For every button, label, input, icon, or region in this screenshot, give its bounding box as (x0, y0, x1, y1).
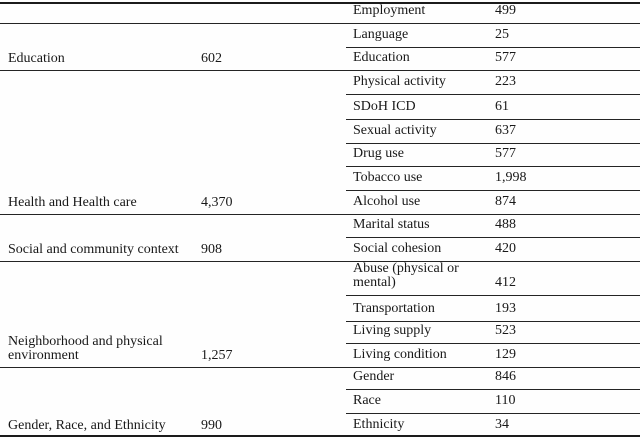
subcategory-row: Language 25 (346, 24, 640, 48)
category-count: 990 (201, 418, 222, 434)
category-label: Neighborhood and physical environment (8, 333, 163, 364)
category-cell: Gender, Race, and Ethnicity 990 (0, 368, 346, 437)
subcategory-row: Sexual activity 637 (346, 120, 640, 144)
subcategory-row: Living supply 523 (346, 322, 640, 344)
subcategory-count: 577 (495, 50, 516, 66)
subcategory-count: 61 (495, 99, 509, 115)
category-count: 4,370 (201, 195, 233, 211)
category-count: 1,257 (201, 348, 233, 364)
subcategory-label: Living condition (353, 347, 447, 363)
subcategory-label: Alcohol use (353, 194, 421, 210)
subcategory-count: 34 (495, 417, 509, 433)
subcategory-count: 420 (495, 241, 516, 257)
table-bottom-rule (0, 435, 640, 437)
subcategory-label: Ethnicity (353, 417, 405, 433)
subcategory-row: Living condition 129 (346, 344, 640, 368)
subcategory-count: 637 (495, 123, 516, 139)
category-count: 602 (201, 51, 222, 67)
subcategory-count: 25 (495, 27, 509, 43)
subcategory-row: Education 577 (346, 48, 640, 71)
category-label: Social and community context (8, 242, 179, 258)
subcategory-count: 412 (495, 275, 516, 291)
subcategory-row: Drug use 577 (346, 144, 640, 167)
subcategory-count: 523 (495, 323, 516, 339)
subcategory-label: Language (353, 27, 409, 43)
subcategory-row: Race 110 (346, 390, 640, 414)
category-cell: Social and community context 908 (0, 215, 346, 262)
category-label: Education (8, 51, 65, 67)
subcategory-label: Employment (353, 3, 426, 19)
subcategory-row: Employment 499 (346, 4, 640, 24)
subcategory-count: 1,998 (495, 170, 527, 186)
subcategory-label: Education (353, 50, 410, 66)
subcategory-count: 577 (495, 146, 516, 162)
subcategory-label: Living supply (353, 323, 432, 339)
subcategory-label: Marital status (353, 217, 430, 233)
subcategory-column: Employment 499 Language 25 Education 577 Physi… (346, 4, 640, 437)
subcategory-row: Social cohesion 420 (346, 238, 640, 262)
subcategory-row: Abuse (physical or mental) 412 (346, 260, 640, 296)
subcategory-row: Alcohol use 874 (346, 191, 640, 215)
subcategory-label: Tobacco use (353, 170, 423, 186)
subcategory-label: Social cohesion (353, 241, 442, 257)
subcategory-label: SDoH ICD (353, 99, 416, 115)
subcategory-count: 874 (495, 194, 516, 210)
subcategory-row: Physical activity 223 (346, 71, 640, 95)
subcategory-label: Abuse (physical or mental) (353, 260, 459, 291)
subcategory-count: 488 (495, 217, 516, 233)
category-label: Health and Health care (8, 195, 137, 211)
subcategory-row: Ethnicity 34 (346, 414, 640, 437)
subcategory-label: Race (353, 393, 381, 409)
subcategory-row: Marital status 488 (346, 215, 640, 238)
category-column: Education 602 Health and Health care 4,370 S… (0, 4, 346, 437)
subcategory-count: 193 (495, 301, 516, 317)
category-cell: Neighborhood and physical environment 1,2… (0, 262, 346, 368)
subcategory-row: SDoH ICD 61 (346, 95, 640, 120)
subcategory-row: Tobacco use 1,998 (346, 167, 640, 191)
subcategory-count: 129 (495, 347, 516, 363)
subcategory-count: 223 (495, 74, 516, 90)
subcategory-label: Sexual activity (353, 123, 437, 139)
category-cell: Health and Health care 4,370 (0, 71, 346, 215)
subcategory-label: Transportation (353, 301, 435, 317)
category-cell: Education 602 (0, 24, 346, 71)
category-count: 908 (201, 242, 222, 258)
subcategory-count: 499 (495, 3, 516, 19)
subcategory-label: Physical activity (353, 74, 446, 90)
subcategory-count: 110 (495, 393, 516, 409)
subcategory-label: Gender (353, 369, 395, 385)
subcategory-count: 846 (495, 369, 516, 385)
subcategory-row: Gender 846 (346, 368, 640, 390)
table-top-rule (0, 2, 640, 4)
category-cell (0, 4, 346, 24)
subcategory-row: Transportation 193 (346, 296, 640, 322)
subcategory-label: Drug use (353, 146, 404, 162)
category-label: Gender, Race, and Ethnicity (8, 418, 166, 434)
